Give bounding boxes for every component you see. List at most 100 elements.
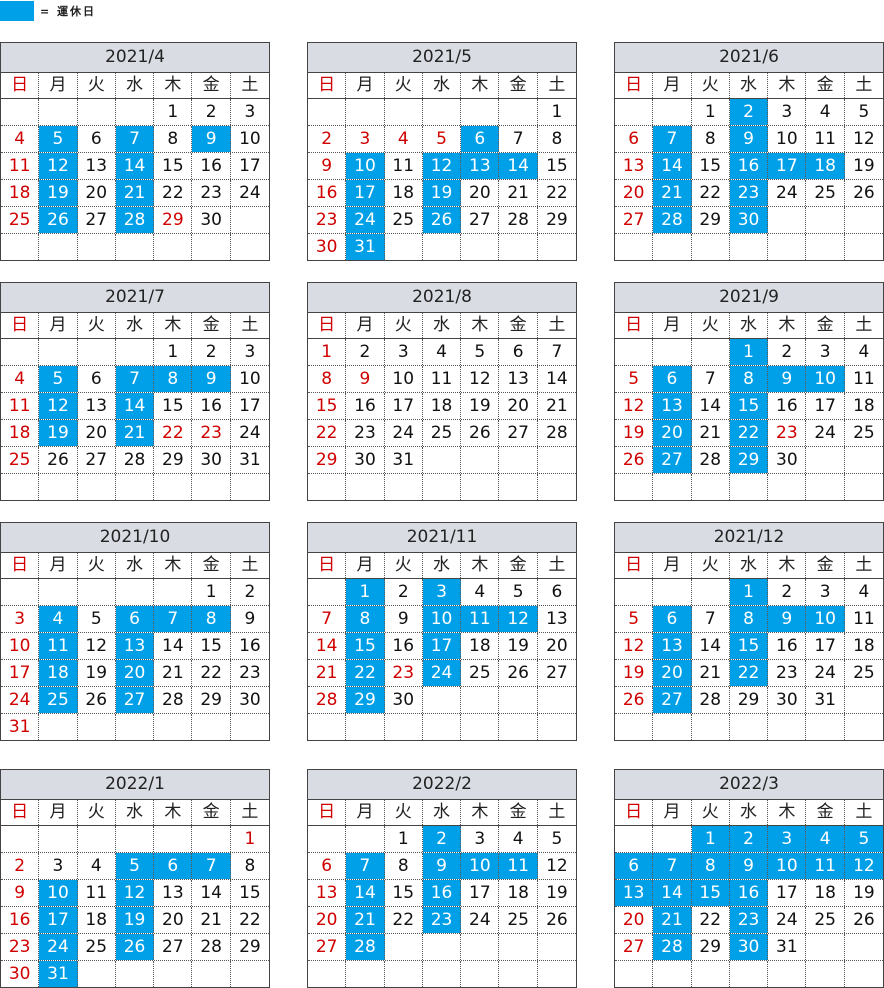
day-cell: 19 [615,420,654,446]
empty-cell [461,474,500,500]
day-cell: 18 [78,907,116,933]
day-cell: 15 [154,153,193,179]
empty-cell [653,826,692,852]
weekday-header: 土 [241,75,259,95]
day-cell-off: 12 [844,853,884,879]
weekday-header-row: 日月火水木金土 [308,553,576,579]
day-cell: 11 [1,153,40,179]
day-cell: 20 [546,636,568,656]
day-cell-off: 10 [461,853,500,879]
empty-cell [461,714,500,740]
weekday-header: 月 [39,313,78,338]
day-cell: 22 [239,910,261,930]
day-cell: 22 [692,907,730,933]
day-cell: 31 [768,934,807,960]
weekday-header: 金 [806,800,845,825]
day-cell: 23 [768,420,807,446]
weekday-header-row: 日月火水木金土 [1,73,269,99]
day-cell: 5 [461,339,500,365]
day-cell: 11 [1,393,40,419]
empty-cell [308,714,347,740]
day-cell: 31 [239,450,261,470]
day-cell-off: 18 [39,660,78,686]
empty-cell [308,99,347,125]
day-cell-off: 13 [115,633,155,659]
weekday-header: 木 [461,553,500,578]
day-cell-off: 9 [192,126,231,152]
month-title: 2022/2 [308,770,576,800]
day-cell-off: 12 [422,153,462,179]
week-row: 4 5 6 7 8 9 10 [1,366,269,393]
day-cell: 2 [192,339,231,365]
day-cell: 4 [1,126,40,152]
day-cell: 23 [308,207,347,233]
weekday-header: 火 [385,73,423,98]
weekday-header: 木 [768,313,807,338]
day-cell-off: 9 [729,126,769,152]
empty-cell [308,579,347,605]
day-cell: 1 [192,579,231,605]
week-row [308,474,576,500]
day-cell: 9 [346,366,385,392]
weekday-header: 日 [615,800,654,825]
empty-cell [231,961,269,987]
week-row: 19 20 21 22 23 24 25 [615,660,883,687]
day-cell: 13 [308,880,347,906]
month-title: 2022/3 [615,770,883,800]
empty-cell [78,99,116,125]
day-cell: 26 [546,910,568,930]
empty-cell [423,714,462,740]
day-cell-off: 10 [806,606,845,632]
day-cell: 28 [154,687,193,713]
month-title: 2021/10 [1,523,269,553]
day-cell: 21 [308,660,347,686]
day-cell: 4 [423,339,462,365]
day-cell: 29 [692,934,730,960]
month-title: 2021/7 [1,283,269,313]
empty-cell [806,714,845,740]
empty-cell [615,714,654,740]
day-cell: 27 [615,207,654,233]
empty-cell [653,99,692,125]
empty-cell [78,579,116,605]
empty-cell [461,234,500,260]
empty-cell [615,579,654,605]
week-row: 16 17 18 19 20 21 22 [1,907,269,934]
weekday-header: 木 [461,800,500,825]
weekday-header: 日 [308,800,347,825]
weekday-header: 火 [692,73,730,98]
day-cell-off: 27 [653,447,692,473]
day-cell-off: 6 [615,853,654,879]
day-cell-off: 21 [115,180,155,206]
weekday-header: 月 [39,800,78,825]
day-cell: 27 [78,447,116,473]
day-cell-off: 26 [115,934,155,960]
day-cell: 30 [192,207,231,233]
day-cell-off: 31 [39,961,78,987]
weekday-header: 火 [78,553,116,578]
week-row: 23 24 25 26 27 28 29 [308,207,576,234]
month-calendar: 2021/4 日月火水木金土 1 2 3 4 5 6 7 8 9 10 11 12 13 14 15 16 17 18… [0,42,270,261]
day-cell-off: 7 [154,606,193,632]
week-row: 26 27 28 29 30 31 [615,687,883,714]
day-cell: 29 [730,687,769,713]
day-cell: 4 [806,99,845,125]
day-cell: 4 [385,126,423,152]
empty-cell [845,714,883,740]
day-cell-off: 3 [422,579,462,605]
empty-cell [116,579,155,605]
day-cell: 19 [853,156,875,176]
day-cell-off: 17 [422,633,462,659]
day-cell: 4 [461,579,500,605]
day-cell-off: 10 [39,880,78,906]
day-cell-off: 21 [115,420,155,446]
day-cell: 13 [499,366,538,392]
empty-cell [845,447,883,473]
day-cell: 19 [615,660,654,686]
month-calendar: 2021/5 日月火水木金土 1 2 3 4 5 6 7 8 9 10 11 12 13 14 15 16 17 18… [307,42,577,261]
week-row: 16 17 18 19 20 21 22 [308,180,576,207]
month-title: 2021/5 [308,43,576,73]
weekday-header: 火 [78,313,116,338]
